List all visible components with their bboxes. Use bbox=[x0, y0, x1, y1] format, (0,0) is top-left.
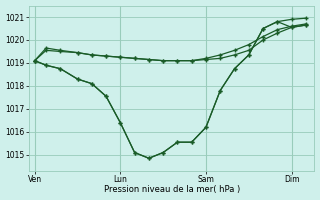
X-axis label: Pression niveau de la mer( hPa ): Pression niveau de la mer( hPa ) bbox=[104, 185, 240, 194]
